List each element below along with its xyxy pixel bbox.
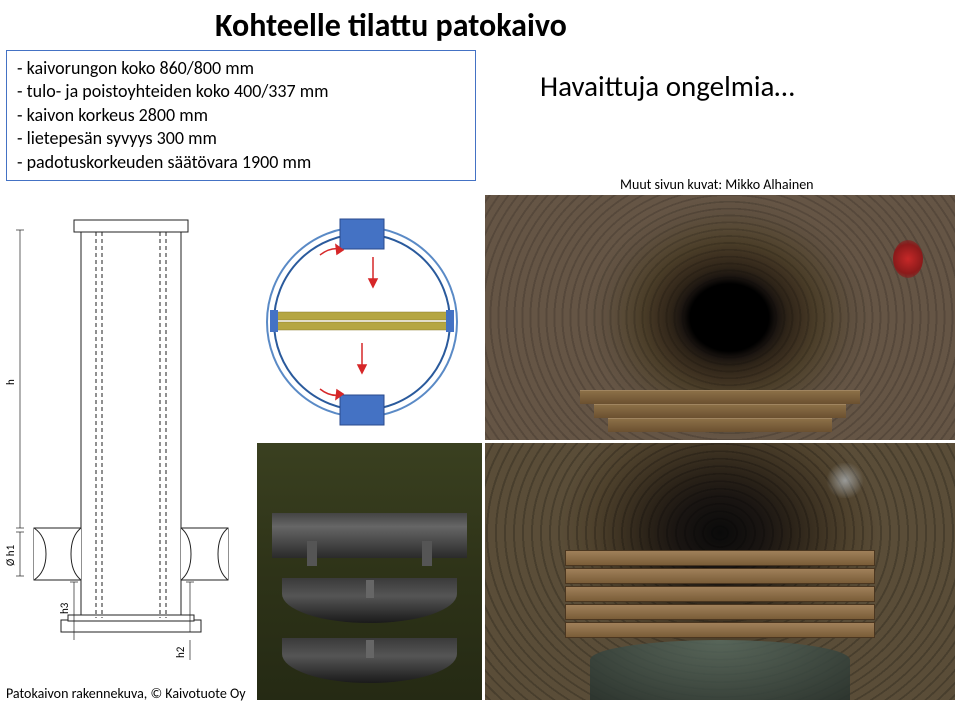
plan-view-diagram — [245, 205, 480, 440]
photo-pipe-interior-weir — [485, 443, 955, 700]
spec-item: kaivorungon koko 860/800 mm — [17, 57, 465, 80]
photo-components-on-ground — [257, 443, 482, 700]
drawing-credit: Patokaivon rakennekuva, © Kaivotuote Oy — [6, 685, 246, 702]
problems-heading: Havaittuja ongelmia… — [540, 68, 794, 104]
spec-item: lietepesän syvyys 300 mm — [17, 127, 465, 150]
dim-h3-label: h3 — [58, 602, 71, 614]
dim-h2-label: h2 — [174, 646, 187, 658]
dim-h1-label: Ø h1 — [6, 544, 17, 566]
photo-pipe-interior-top — [485, 195, 955, 440]
page-title: Kohteelle tilattu patokaivo — [215, 6, 567, 45]
specs-list: kaivorungon koko 860/800 mm tulo- ja poi… — [17, 57, 465, 174]
photo-credit: Muut sivun kuvat: Mikko Alhainen — [620, 176, 814, 193]
spec-item: tulo- ja poistoyhteiden koko 400/337 mm — [17, 80, 465, 103]
spec-item: padotuskorkeuden säätövara 1900 mm — [17, 151, 465, 174]
specs-box: kaivorungon koko 860/800 mm tulo- ja poi… — [6, 50, 476, 181]
technical-drawing-elevation: h Ø h1 h3 h2 — [6, 210, 256, 690]
spec-item: kaivon korkeus 2800 mm — [17, 104, 465, 127]
dim-h-label: h — [6, 379, 17, 385]
